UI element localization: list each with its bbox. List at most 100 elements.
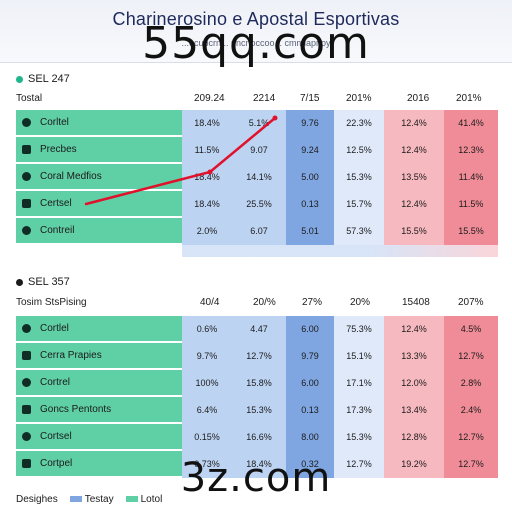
page-header: Charinerosino e Apostal Esportivas ...oc… bbox=[0, 0, 512, 63]
watermark-top: 55qq.com bbox=[142, 18, 370, 69]
table-cell: 6.00 bbox=[286, 316, 334, 343]
table-row[interactable]: Goncs Pentonts 6.4% 15.3% 0.13 17.3% 13.4% 2.4… bbox=[16, 397, 498, 424]
legend-item: Lotol bbox=[122, 494, 162, 505]
table-cell: 4.5% bbox=[444, 316, 498, 343]
section-2-column-headers: Tosim StsPising 40/4 20/% 27% 20% 15408 … bbox=[16, 297, 498, 313]
status-dot-icon bbox=[16, 278, 23, 286]
table-cell: 2.4% bbox=[444, 397, 498, 424]
table-cell: 14.1% bbox=[232, 164, 286, 191]
column-header: 201% bbox=[346, 93, 372, 104]
section-1-table: Corltel 18.4% 5.1% 9.76 22.3% 12.4% 41.4% Precb… bbox=[16, 110, 498, 245]
table-cell: 17.3% bbox=[334, 397, 384, 424]
table-cell: 41.4% bbox=[444, 110, 498, 137]
section-1-title: SEL 247 bbox=[28, 73, 70, 85]
row-name: Cerra Prapies bbox=[40, 350, 102, 361]
table-cell: 13.3% bbox=[384, 343, 444, 370]
column-header: 2016 bbox=[407, 93, 430, 104]
table-cell: 15.5% bbox=[384, 218, 444, 245]
table-cell: 6.4% bbox=[182, 397, 232, 424]
table-cell: 18.4% bbox=[232, 451, 286, 478]
table-cell: 15.3% bbox=[334, 164, 384, 191]
table-cell: 9.79 bbox=[286, 343, 334, 370]
table-cell: 12.4% bbox=[384, 316, 444, 343]
table-cell: 9.07 bbox=[232, 137, 286, 164]
table-cell: 15.3% bbox=[232, 397, 286, 424]
table-cell: 15.8% bbox=[232, 370, 286, 397]
table-cell: 13.5% bbox=[384, 164, 444, 191]
table-row[interactable]: Precbes 11.5% 9.07 9.24 12.5% 12.4% 12.3% bbox=[16, 137, 498, 164]
table-cell: 12.3% bbox=[444, 137, 498, 164]
square-icon bbox=[22, 405, 31, 414]
table-cell: 15.5% bbox=[444, 218, 498, 245]
table-cell: 12.4% bbox=[384, 191, 444, 218]
table-cell: 12.5% bbox=[334, 137, 384, 164]
column-header: 201% bbox=[456, 93, 482, 104]
row-name-cell: Cortpel bbox=[16, 451, 182, 478]
circle-icon bbox=[22, 226, 31, 235]
table-row[interactable]: Corltel 18.4% 5.1% 9.76 22.3% 12.4% 41.4% bbox=[16, 110, 498, 137]
table-cell: 18.4% bbox=[182, 110, 232, 137]
table-cell: 0.13 bbox=[286, 191, 334, 218]
row-name: Cortsel bbox=[40, 431, 72, 442]
column-header: 2214 bbox=[253, 93, 276, 104]
circle-icon bbox=[22, 378, 31, 387]
table-cell: 18.4% bbox=[182, 191, 232, 218]
table-cell: 12.8% bbox=[384, 424, 444, 451]
row-name: Precbes bbox=[40, 144, 77, 155]
table-row[interactable]: Cortsel 0.15% 16.6% 8.00 15.3% 12.8% 12.7% bbox=[16, 424, 498, 451]
square-icon bbox=[22, 199, 31, 208]
square-icon bbox=[22, 351, 31, 360]
column-header: 7/15 bbox=[300, 93, 320, 104]
row-name-cell: Certsel bbox=[16, 191, 182, 218]
row-name-cell: Cerra Prapies bbox=[16, 343, 182, 370]
table-cell: 12.7% bbox=[444, 424, 498, 451]
table-cell: 17.1% bbox=[334, 370, 384, 397]
column-header: 15408 bbox=[402, 297, 430, 308]
table-cell: 12.0% bbox=[384, 370, 444, 397]
row-name-cell: Contreil bbox=[16, 218, 182, 245]
table-cell: 6.00 bbox=[286, 370, 334, 397]
table-cell: 11.5% bbox=[444, 191, 498, 218]
table-cell: 12.7% bbox=[232, 343, 286, 370]
table-cell: 9.24 bbox=[286, 137, 334, 164]
table-row[interactable]: Cortrel 100% 15.8% 6.00 17.1% 12.0% 2.8% bbox=[16, 370, 498, 397]
table-cell: 0.15% bbox=[182, 424, 232, 451]
row-name: Cortrel bbox=[40, 377, 71, 388]
row-name: Certsel bbox=[40, 198, 72, 209]
row-name: Goncs Pentonts bbox=[40, 404, 112, 415]
table-row[interactable]: Cortlel 0.6% 4.47 6.00 75.3% 12.4% 4.5% bbox=[16, 316, 498, 343]
table-cell: 12.7% bbox=[444, 451, 498, 478]
table-cell: 12.7% bbox=[334, 451, 384, 478]
circle-icon bbox=[22, 172, 31, 181]
table-row[interactable]: Coral Medfios 18.4% 14.1% 5.00 15.3% 13.5% 11.… bbox=[16, 164, 498, 191]
table-row[interactable]: Certsel 18.4% 25.5% 0.13 15.7% 12.4% 11.5% bbox=[16, 191, 498, 218]
table-cell: 2.8% bbox=[444, 370, 498, 397]
table-row[interactable]: Cerra Prapies 9.7% 12.7% 9.79 15.1% 13.3% 12.7… bbox=[16, 343, 498, 370]
column-header: 20/% bbox=[253, 297, 276, 308]
table-cell: 15.7% bbox=[334, 191, 384, 218]
row-name-cell: Cortlel bbox=[16, 316, 182, 343]
row-name: Contreil bbox=[40, 225, 75, 236]
row-name: Corltel bbox=[40, 117, 69, 128]
square-icon bbox=[22, 459, 31, 468]
table-cell: 16.6% bbox=[232, 424, 286, 451]
column-header: 40/4 bbox=[200, 297, 220, 308]
legend-swatch-icon bbox=[125, 496, 138, 503]
table-cell: 9.7% bbox=[182, 343, 232, 370]
table-row[interactable]: Cortpel 0.73% 18.4% 0.32 12.7% 19.2% 12.7% bbox=[16, 451, 498, 478]
circle-icon bbox=[22, 432, 31, 441]
row-name: Coral Medfios bbox=[40, 171, 102, 182]
square-icon bbox=[22, 145, 31, 154]
table-cell: 12.4% bbox=[384, 110, 444, 137]
table-cell: 22.3% bbox=[334, 110, 384, 137]
table-cell: 15.3% bbox=[334, 424, 384, 451]
table-cell: 12.4% bbox=[384, 137, 444, 164]
table-cell: 11.5% bbox=[182, 137, 232, 164]
table-row[interactable]: Contreil 2.0% 6.07 5.01 57.3% 15.5% 15.5% bbox=[16, 218, 498, 245]
table-cell: 9.76 bbox=[286, 110, 334, 137]
page-subtitle: ...ocupcrn... nncnoccoo... cmmlapnoy bbox=[181, 38, 331, 48]
table-cell: 2.0% bbox=[182, 218, 232, 245]
section-2-label: SEL 357 bbox=[16, 276, 70, 288]
table-cell: 18.4% bbox=[182, 164, 232, 191]
table-cell: 13.4% bbox=[384, 397, 444, 424]
